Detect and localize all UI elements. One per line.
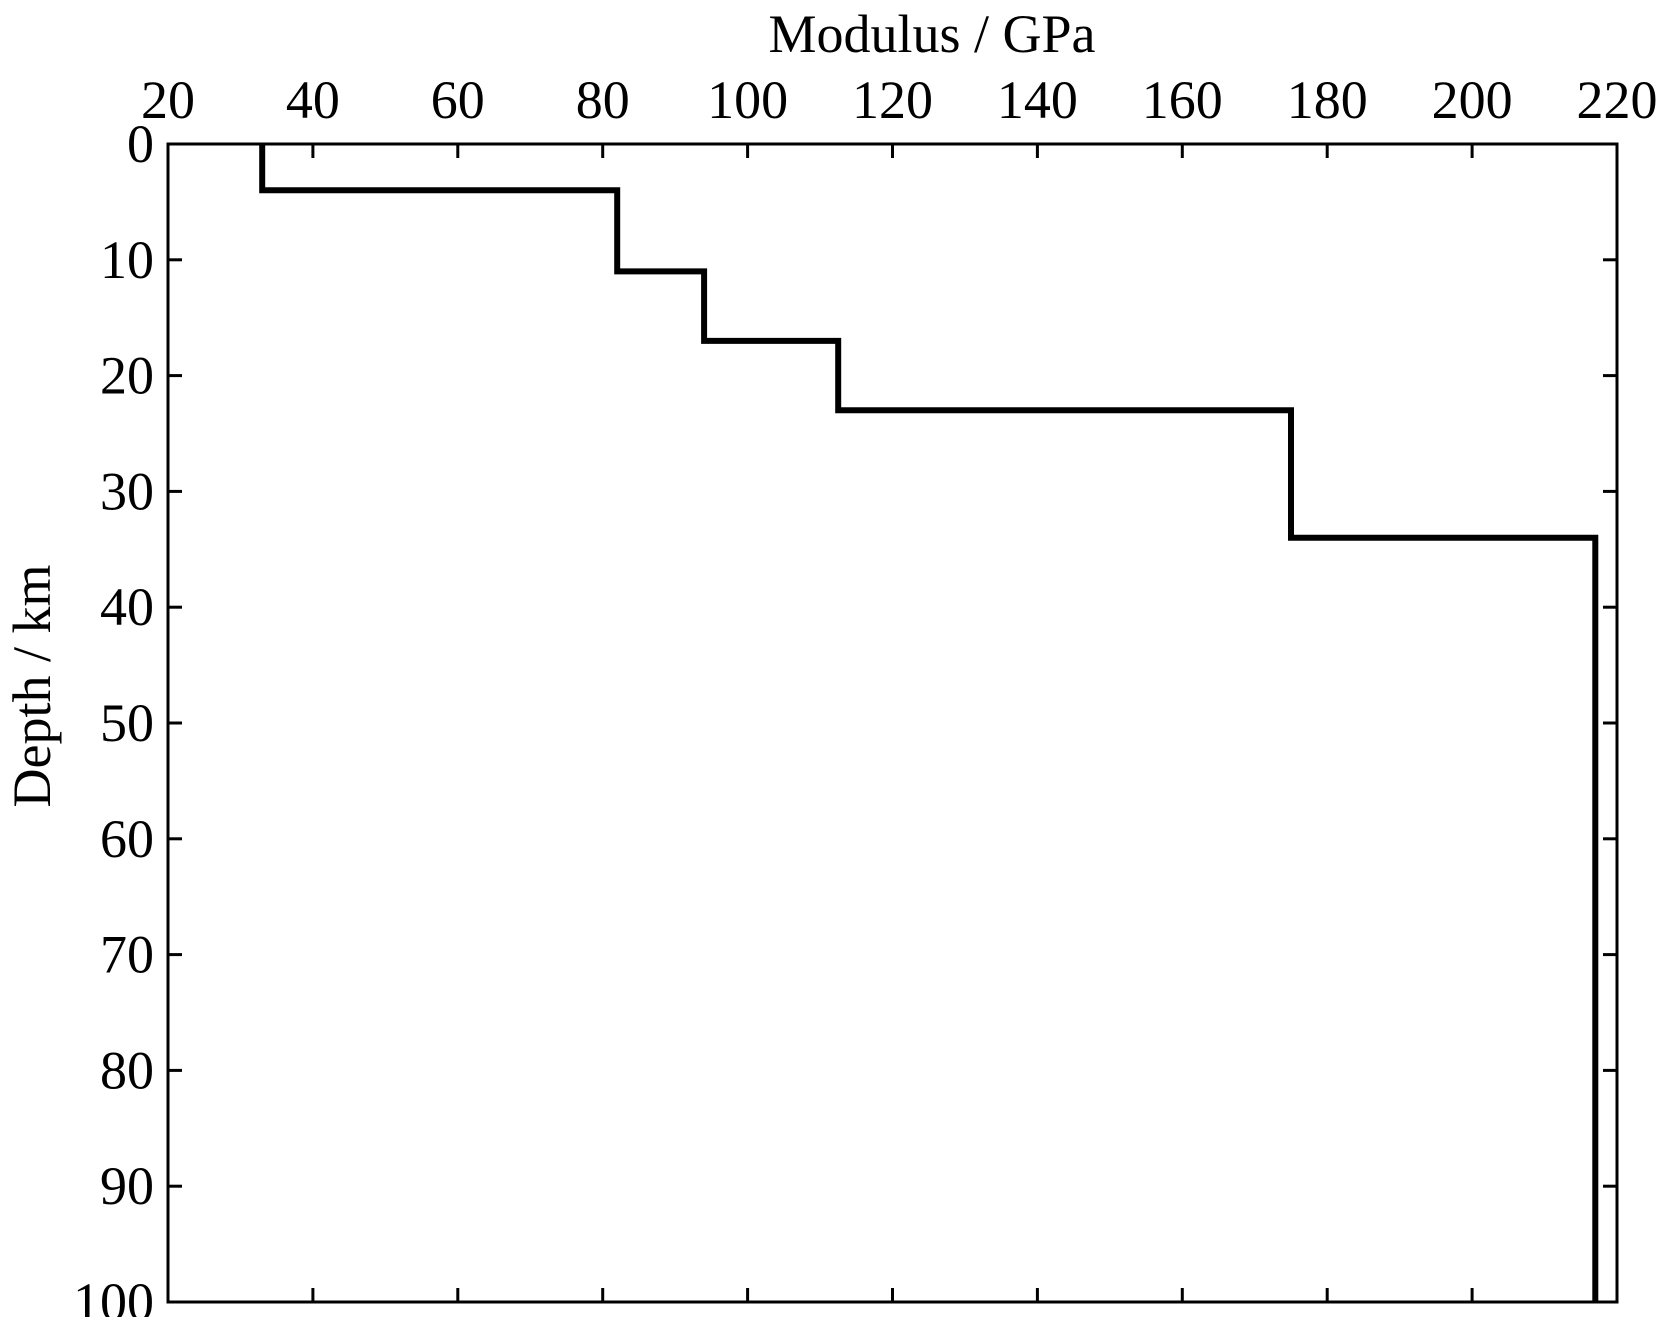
- x-tick-label: 20: [141, 70, 195, 130]
- x-tick-label: 160: [1142, 70, 1223, 130]
- y-tick-label: 80: [100, 1040, 154, 1100]
- x-tick-label: 60: [431, 70, 485, 130]
- x-tick-label: 200: [1432, 70, 1513, 130]
- x-tick-label: 220: [1577, 70, 1658, 130]
- y-tick-label: 50: [100, 693, 154, 753]
- x-tick-label: 180: [1287, 70, 1368, 130]
- x-axis-ticks: 20 40 60 80 100 120 140 160 180 200 220: [141, 70, 1658, 1302]
- y-tick-label: 100: [73, 1272, 154, 1317]
- plot-frame: [166, 142, 1619, 1304]
- y-tick-label: 20: [100, 346, 154, 406]
- modulus-profile-line: [259, 144, 1599, 1302]
- x-tick-label: 80: [576, 70, 630, 130]
- x-axis-title: Modulus / GPa: [768, 4, 1095, 64]
- y-tick-label: 70: [100, 925, 154, 985]
- y-tick-label: 0: [127, 114, 154, 174]
- series-layer: [259, 144, 1599, 1302]
- y-tick-label: 40: [100, 577, 154, 637]
- x-tick-label: 120: [852, 70, 933, 130]
- y-axis-ticks: 0 10 20 30 40 50 60 70 80 90 100: [73, 114, 1617, 1317]
- y-tick-label: 60: [100, 809, 154, 869]
- y-tick-label: 90: [100, 1156, 154, 1216]
- y-tick-label: 30: [100, 461, 154, 521]
- x-tick-label: 140: [997, 70, 1078, 130]
- y-axis-title: Depth / km: [2, 565, 62, 808]
- x-tick-label: 100: [707, 70, 788, 130]
- x-tick-label: 40: [286, 70, 340, 130]
- y-tick-label: 10: [100, 230, 154, 290]
